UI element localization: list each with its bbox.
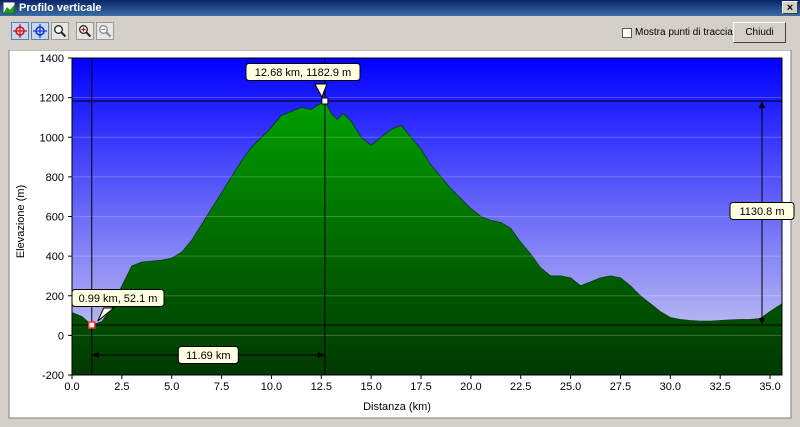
elevation-arrow-up <box>759 101 765 109</box>
close-button[interactable]: Chiudi <box>733 22 786 43</box>
x-tick-label: 30.0 <box>660 381 681 393</box>
y-tick-label: 400 <box>46 251 64 263</box>
y-tick-label: 0 <box>58 330 64 342</box>
zoom-tool-button[interactable] <box>51 22 69 40</box>
window-close-button[interactable]: × <box>782 1 798 14</box>
show-track-points-checkbox[interactable] <box>622 28 632 38</box>
x-axis-label: Distanza (km) <box>363 401 431 413</box>
x-tick-label: 15.0 <box>360 381 381 393</box>
elevation-arrow-down <box>759 318 765 326</box>
x-tick-label: 27.5 <box>610 381 631 393</box>
y-tick-label: 1200 <box>40 93 64 105</box>
zoom-out-tool-button[interactable] <box>96 22 114 40</box>
y-axis-label: Elevazione (m) <box>15 185 27 258</box>
distance-arrow-left <box>91 352 99 358</box>
y-tick-label: 200 <box>46 291 64 303</box>
window-title: Profilo verticale <box>19 2 102 14</box>
x-tick-label: 12.5 <box>311 381 332 393</box>
status-bar <box>0 422 800 427</box>
x-tick-label: 5.0 <box>164 381 179 393</box>
y-tick-label: 1400 <box>40 53 64 65</box>
magnifier-icon <box>54 25 67 38</box>
x-tick-label: 7.5 <box>214 381 229 393</box>
show-track-points-label: Mostra punti di traccia <box>635 27 733 38</box>
elevation-gain-label: 1130.8 m <box>739 206 784 218</box>
zoom-out-icon <box>99 25 112 38</box>
y-tick-label: 1000 <box>40 132 64 144</box>
elevation-profile-chart[interactable]: 1400 1200 1000 800 600 400 200 0 -200 0.0 2.5 5.0 7.… <box>0 49 800 422</box>
distance-arrow-right <box>317 352 325 358</box>
crosshair-blue-icon <box>33 24 47 38</box>
marker-end-label-box <box>245 63 361 81</box>
elevation-area <box>71 100 783 376</box>
x-tick-label: 2.5 <box>114 381 129 393</box>
crosshair-red-icon <box>13 24 27 38</box>
marker-end-label: 12.68 km, 1182.9 m <box>255 67 351 79</box>
select-range-tool-button[interactable] <box>31 22 49 40</box>
x-tick-label: 25.0 <box>560 381 581 393</box>
x-tick-label: 22.5 <box>510 381 531 393</box>
distance-label-box <box>177 346 239 364</box>
y-tick-label: 800 <box>46 172 64 184</box>
marker-start-pointer <box>97 307 116 322</box>
zoom-in-tool-button[interactable] <box>76 22 94 40</box>
y-tick-label: -200 <box>42 370 64 382</box>
x-tick-label: 32.5 <box>709 381 730 393</box>
x-tick-label: 0.0 <box>64 381 79 393</box>
title-bar: Profilo verticale × <box>0 0 800 16</box>
elevation-gain-label-box <box>729 202 795 220</box>
marker-start-point[interactable] <box>87 321 96 329</box>
marker-start-label-box <box>71 289 165 307</box>
marker-end-point[interactable] <box>321 97 329 105</box>
select-point-tool-button[interactable] <box>11 22 29 40</box>
x-tick-label: 17.5 <box>410 381 431 393</box>
distance-label: 11.69 km <box>186 350 230 362</box>
x-tick-label: 35.0 <box>759 381 780 393</box>
x-tick-label: 20.0 <box>460 381 481 393</box>
marker-end-pointer <box>314 83 328 99</box>
toolbar <box>0 16 800 47</box>
x-tick-label: 10.0 <box>261 381 282 393</box>
app-icon <box>3 2 15 14</box>
marker-start-label: 0.99 km, 52.1 m <box>79 293 158 305</box>
zoom-in-icon <box>79 25 92 38</box>
y-tick-label: 600 <box>46 212 64 224</box>
